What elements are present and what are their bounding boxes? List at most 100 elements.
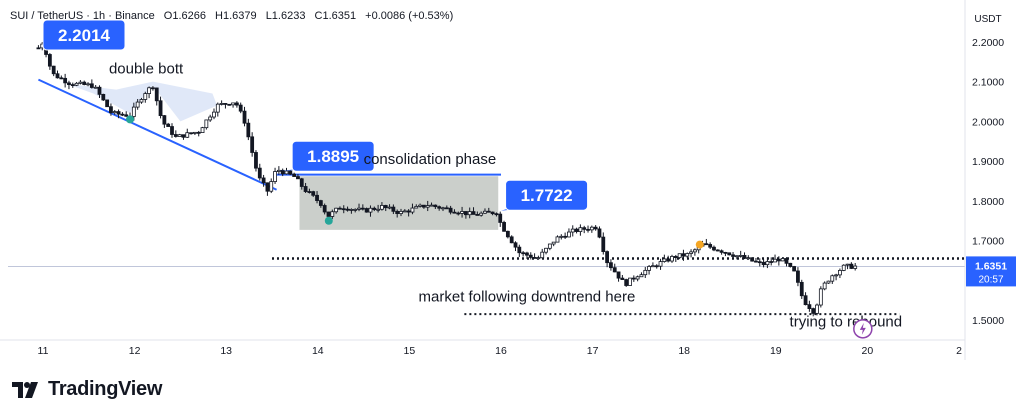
candle: [55, 70, 60, 79]
x-tick-label: 12: [129, 345, 141, 357]
tradingview-logo[interactable]: TradingView: [12, 378, 162, 401]
candle-body: [166, 123, 171, 127]
candle-body: [521, 252, 526, 255]
downtrend-line: [38, 78, 277, 191]
candle-body: [353, 208, 358, 211]
open-value: O1.6266: [163, 10, 206, 22]
candle-body: [479, 212, 484, 216]
candle: [547, 243, 552, 251]
candle-body: [540, 251, 545, 259]
candle: [639, 272, 644, 278]
candle-body: [673, 256, 678, 258]
candle: [815, 303, 819, 316]
candle: [738, 250, 743, 258]
candle: [406, 209, 411, 217]
candle-body: [559, 235, 564, 238]
x-tick-label: 16: [495, 345, 507, 357]
candle-body: [147, 87, 152, 94]
candle-body: [799, 281, 804, 297]
candle: [120, 112, 125, 117]
candle-body: [101, 93, 106, 101]
candle-body: [486, 210, 491, 213]
candle-body: [254, 152, 258, 169]
candle-body: [738, 255, 743, 257]
candle-body: [578, 227, 583, 232]
candle: [223, 103, 228, 109]
candle-body: [227, 103, 232, 106]
symbol-label[interactable]: SUI / TetherUS · 1h · Binance: [10, 10, 155, 22]
candle-body: [757, 261, 762, 264]
callout-mid[interactable]: 1.8895: [279, 140, 375, 172]
candle: [513, 241, 518, 252]
candle: [296, 174, 300, 180]
candle-body: [181, 134, 186, 138]
candle-body: [418, 204, 422, 207]
candle: [433, 204, 438, 209]
candle: [631, 275, 636, 282]
candle-body: [528, 254, 533, 258]
candle-body: [334, 207, 339, 213]
candle-body: [563, 235, 568, 238]
candle-body: [467, 211, 472, 216]
candle: [635, 275, 640, 282]
candle: [582, 225, 587, 234]
candle: [734, 255, 739, 260]
lightning-icon[interactable]: [853, 319, 873, 339]
candle-body: [112, 111, 117, 114]
candle: [177, 133, 182, 137]
candle: [231, 102, 235, 108]
candle: [570, 225, 575, 237]
candle: [517, 244, 522, 257]
callout-right[interactable]: 1.7722: [501, 179, 589, 211]
candle: [616, 271, 621, 282]
candle: [212, 108, 216, 120]
candle-body: [853, 265, 858, 269]
candle: [475, 211, 480, 216]
candle: [215, 102, 220, 117]
candle: [708, 242, 713, 250]
candle-body: [803, 295, 808, 306]
candle: [414, 204, 419, 209]
candle: [712, 245, 716, 252]
candle-body: [387, 206, 392, 209]
candle: [360, 204, 365, 211]
candle: [97, 85, 102, 98]
candle: [318, 199, 323, 208]
candle-body: [109, 106, 113, 114]
candle-body: [231, 102, 235, 106]
candle-body: [360, 207, 365, 210]
callout-right-label: 1.7722: [521, 186, 573, 205]
candle: [784, 257, 789, 267]
candle: [93, 84, 98, 89]
candle: [601, 232, 606, 255]
candle-body: [769, 261, 774, 263]
candle-body: [807, 304, 812, 309]
candle: [551, 241, 556, 247]
candle: [234, 101, 239, 108]
candle: [242, 106, 247, 127]
candle-body: [502, 222, 506, 232]
candle-body: [276, 169, 281, 172]
double-bottom-label: double bott: [109, 61, 184, 78]
candle: [490, 211, 495, 216]
candle: [834, 273, 839, 281]
candle: [841, 264, 846, 272]
candle-body: [139, 99, 144, 103]
candle-body: [574, 228, 579, 232]
candle: [773, 254, 777, 263]
candle: [105, 99, 110, 108]
candle: [593, 225, 598, 231]
candle-body: [609, 262, 613, 269]
candle-body: [120, 113, 125, 116]
candle: [380, 202, 384, 211]
consolidation-label: consolidation phase: [364, 151, 497, 168]
candle: [544, 247, 548, 255]
candle-body: [589, 226, 594, 231]
candle: [131, 102, 136, 121]
current-price-tag[interactable]: 1.6351 20:57: [966, 256, 1016, 287]
callout-top[interactable]: 2.2014: [42, 19, 126, 51]
candle-body: [727, 252, 732, 256]
candle-body: [330, 211, 335, 217]
candle: [74, 81, 79, 87]
